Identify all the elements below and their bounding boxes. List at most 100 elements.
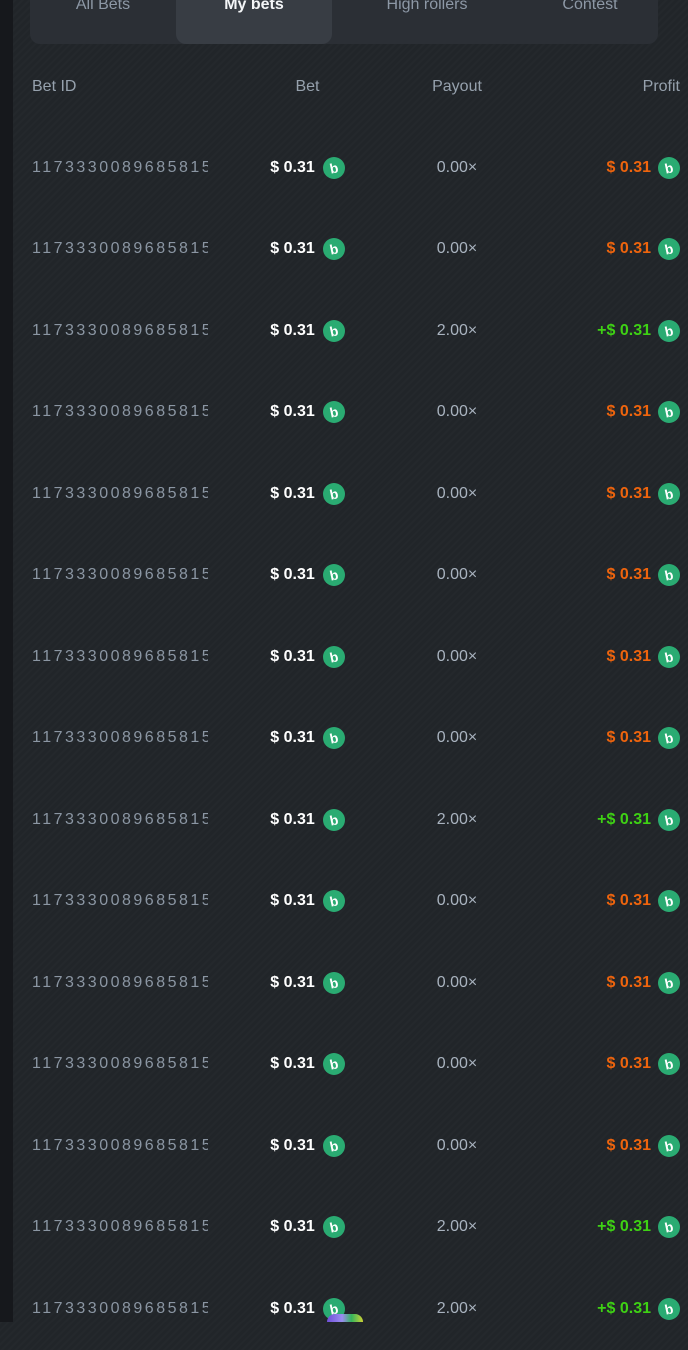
bcd-coin-icon: b: [658, 1297, 680, 1320]
bet-id-cell: 1173330089685815: [32, 240, 208, 258]
bet-payout: 0.00×: [436, 1055, 478, 1073]
bet-amount-cell: $ 0.31 b: [208, 319, 407, 342]
bcd-coin-icon: b: [322, 482, 345, 505]
svg-text:b: b: [328, 812, 339, 828]
bet-payout: 0.00×: [436, 403, 478, 421]
bcd-coin-icon: b: [658, 808, 680, 831]
bcd-coin-icon: b: [658, 727, 680, 750]
bet-payout-cell: 0.00×: [407, 648, 507, 666]
bcd-coin-icon: b: [322, 564, 345, 587]
bet-amount: $ 0.31: [270, 973, 315, 991]
bet-id: 1173330089685815: [32, 1218, 208, 1236]
bet-id-cell: 1173330089685815: [32, 1137, 208, 1155]
bcd-coin-icon: b: [658, 401, 680, 424]
bet-payout: 0.00×: [436, 566, 478, 584]
bet-amount-cell: $ 0.31 b: [208, 727, 407, 750]
bet-row[interactable]: 1173330089685815 $ 0.31 b 2.00× +$ 0.31 …: [32, 1187, 680, 1269]
svg-text:b: b: [663, 894, 674, 910]
svg-text:b: b: [328, 894, 339, 910]
svg-text:b: b: [663, 486, 674, 502]
svg-text:b: b: [663, 812, 674, 828]
bet-amount: $ 0.31: [270, 1055, 315, 1073]
bet-id: 1173330089685815: [32, 892, 208, 910]
bet-profit: +$ 0.31: [597, 810, 651, 828]
svg-text:b: b: [328, 1301, 339, 1317]
bet-profit-cell: $ 0.31 b: [507, 156, 680, 179]
bet-payout: 0.00×: [436, 158, 478, 176]
bcd-coin-icon: b: [658, 1134, 680, 1157]
bet-amount-cell: $ 0.31 b: [208, 482, 407, 505]
bets-panel: All Bets My bets High rollers Contest Bet I…: [13, 0, 688, 1350]
bet-row[interactable]: 1173330089685815 $ 0.31 b 0.00× $ 0.31 b: [32, 861, 680, 943]
bet-amount-cell: $ 0.31 b: [208, 156, 407, 179]
bet-payout: 0.00×: [436, 1136, 478, 1154]
bet-row[interactable]: 1173330089685815 $ 0.31 b 0.00× $ 0.31 b: [32, 209, 680, 291]
bet-id: 1173330089685815: [32, 729, 208, 747]
svg-text:b: b: [328, 1220, 339, 1236]
bcd-coin-icon: b: [322, 727, 345, 750]
bet-payout-cell: 0.00×: [407, 729, 507, 747]
svg-text:b: b: [328, 486, 339, 502]
header-profit: Profit: [642, 78, 680, 95]
tab-my-bets[interactable]: My bets: [176, 0, 332, 44]
bet-id-cell: 1173330089685815: [32, 892, 208, 910]
bet-payout: 0.00×: [436, 973, 478, 991]
bet-row[interactable]: 1173330089685815 $ 0.31 b 0.00× $ 0.31 b: [32, 127, 680, 209]
bet-profit-cell: $ 0.31 b: [507, 890, 680, 913]
bet-row[interactable]: 1173330089685815 $ 0.31 b 0.00× $ 0.31 b: [32, 453, 680, 535]
bet-profit-cell: $ 0.31 b: [507, 727, 680, 750]
bet-profit: $ 0.31: [606, 158, 651, 176]
bet-profit-cell: +$ 0.31 b: [507, 1216, 680, 1239]
bet-row[interactable]: 1173330089685815 $ 0.31 b 0.00× $ 0.31 b: [32, 616, 680, 698]
bet-amount: $ 0.31: [270, 1136, 315, 1154]
bet-row[interactable]: 1173330089685815 $ 0.31 b 0.00× $ 0.31 b: [32, 1024, 680, 1106]
bet-row[interactable]: 1173330089685815 $ 0.31 b 2.00× +$ 0.31 …: [32, 1268, 680, 1350]
bet-profit-cell: $ 0.31 b: [507, 1053, 680, 1076]
bcd-coin-icon: b: [658, 890, 680, 913]
bet-payout-cell: 0.00×: [407, 892, 507, 910]
bet-row[interactable]: 1173330089685815 $ 0.31 b 0.00× $ 0.31 b: [32, 1105, 680, 1187]
bet-payout: 0.00×: [436, 240, 478, 258]
bet-id-cell: 1173330089685815: [32, 974, 208, 992]
bet-payout: 2.00×: [436, 1218, 478, 1236]
tab-high-rollers[interactable]: High rollers: [332, 0, 522, 44]
bet-id: 1173330089685815: [32, 1299, 208, 1317]
svg-text:b: b: [663, 975, 674, 991]
bet-amount: $ 0.31: [270, 403, 315, 421]
bet-amount: $ 0.31: [270, 321, 315, 339]
table-body: 1173330089685815 $ 0.31 b 0.00× $ 0.31 b: [32, 114, 680, 1350]
bcd-coin-icon: b: [322, 1216, 345, 1239]
tab-contest[interactable]: Contest: [522, 0, 658, 44]
bet-amount: $ 0.31: [270, 1299, 315, 1317]
bcd-coin-icon: b: [658, 482, 680, 505]
bet-amount: $ 0.31: [270, 810, 315, 828]
bet-profit: +$ 0.31: [597, 1299, 651, 1317]
table-header-row: Bet ID Bet Payout Profit: [32, 60, 680, 114]
bet-id: 1173330089685815: [32, 240, 208, 258]
bet-row[interactable]: 1173330089685815 $ 0.31 b 2.00× +$ 0.31 …: [32, 779, 680, 861]
bet-profit-cell: $ 0.31 b: [507, 971, 680, 994]
svg-text:b: b: [328, 160, 339, 176]
bet-payout-cell: 0.00×: [407, 974, 507, 992]
bet-id-cell: 1173330089685815: [32, 811, 208, 829]
bet-row[interactable]: 1173330089685815 $ 0.31 b 2.00× +$ 0.31 …: [32, 290, 680, 372]
bet-row[interactable]: 1173330089685815 $ 0.31 b 0.00× $ 0.31 b: [32, 372, 680, 454]
bet-profit: $ 0.31: [606, 973, 651, 991]
tab-all-bets[interactable]: All Bets: [30, 0, 176, 44]
bet-payout: 0.00×: [436, 729, 478, 747]
bet-row[interactable]: 1173330089685815 $ 0.31 b 0.00× $ 0.31 b: [32, 698, 680, 780]
bet-profit: $ 0.31: [606, 240, 651, 258]
bet-id: 1173330089685815: [32, 403, 208, 421]
tab-label: My bets: [224, 0, 284, 13]
bets-tabs: All Bets My bets High rollers Contest: [30, 0, 658, 44]
bet-row[interactable]: 1173330089685815 $ 0.31 b 0.00× $ 0.31 b: [32, 942, 680, 1024]
bet-id-cell: 1173330089685815: [32, 1055, 208, 1073]
bet-profit-cell: $ 0.31 b: [507, 401, 680, 424]
bet-row[interactable]: 1173330089685815 $ 0.31 b 0.00× $ 0.31 b: [32, 535, 680, 617]
bet-amount-cell: $ 0.31 b: [208, 238, 407, 261]
bcd-coin-icon: b: [658, 156, 680, 179]
bet-amount-cell: $ 0.31 b: [208, 1053, 407, 1076]
bet-profit-cell: +$ 0.31 b: [507, 808, 680, 831]
bet-profit-cell: +$ 0.31 b: [507, 1297, 680, 1320]
bet-payout-cell: 0.00×: [407, 240, 507, 258]
